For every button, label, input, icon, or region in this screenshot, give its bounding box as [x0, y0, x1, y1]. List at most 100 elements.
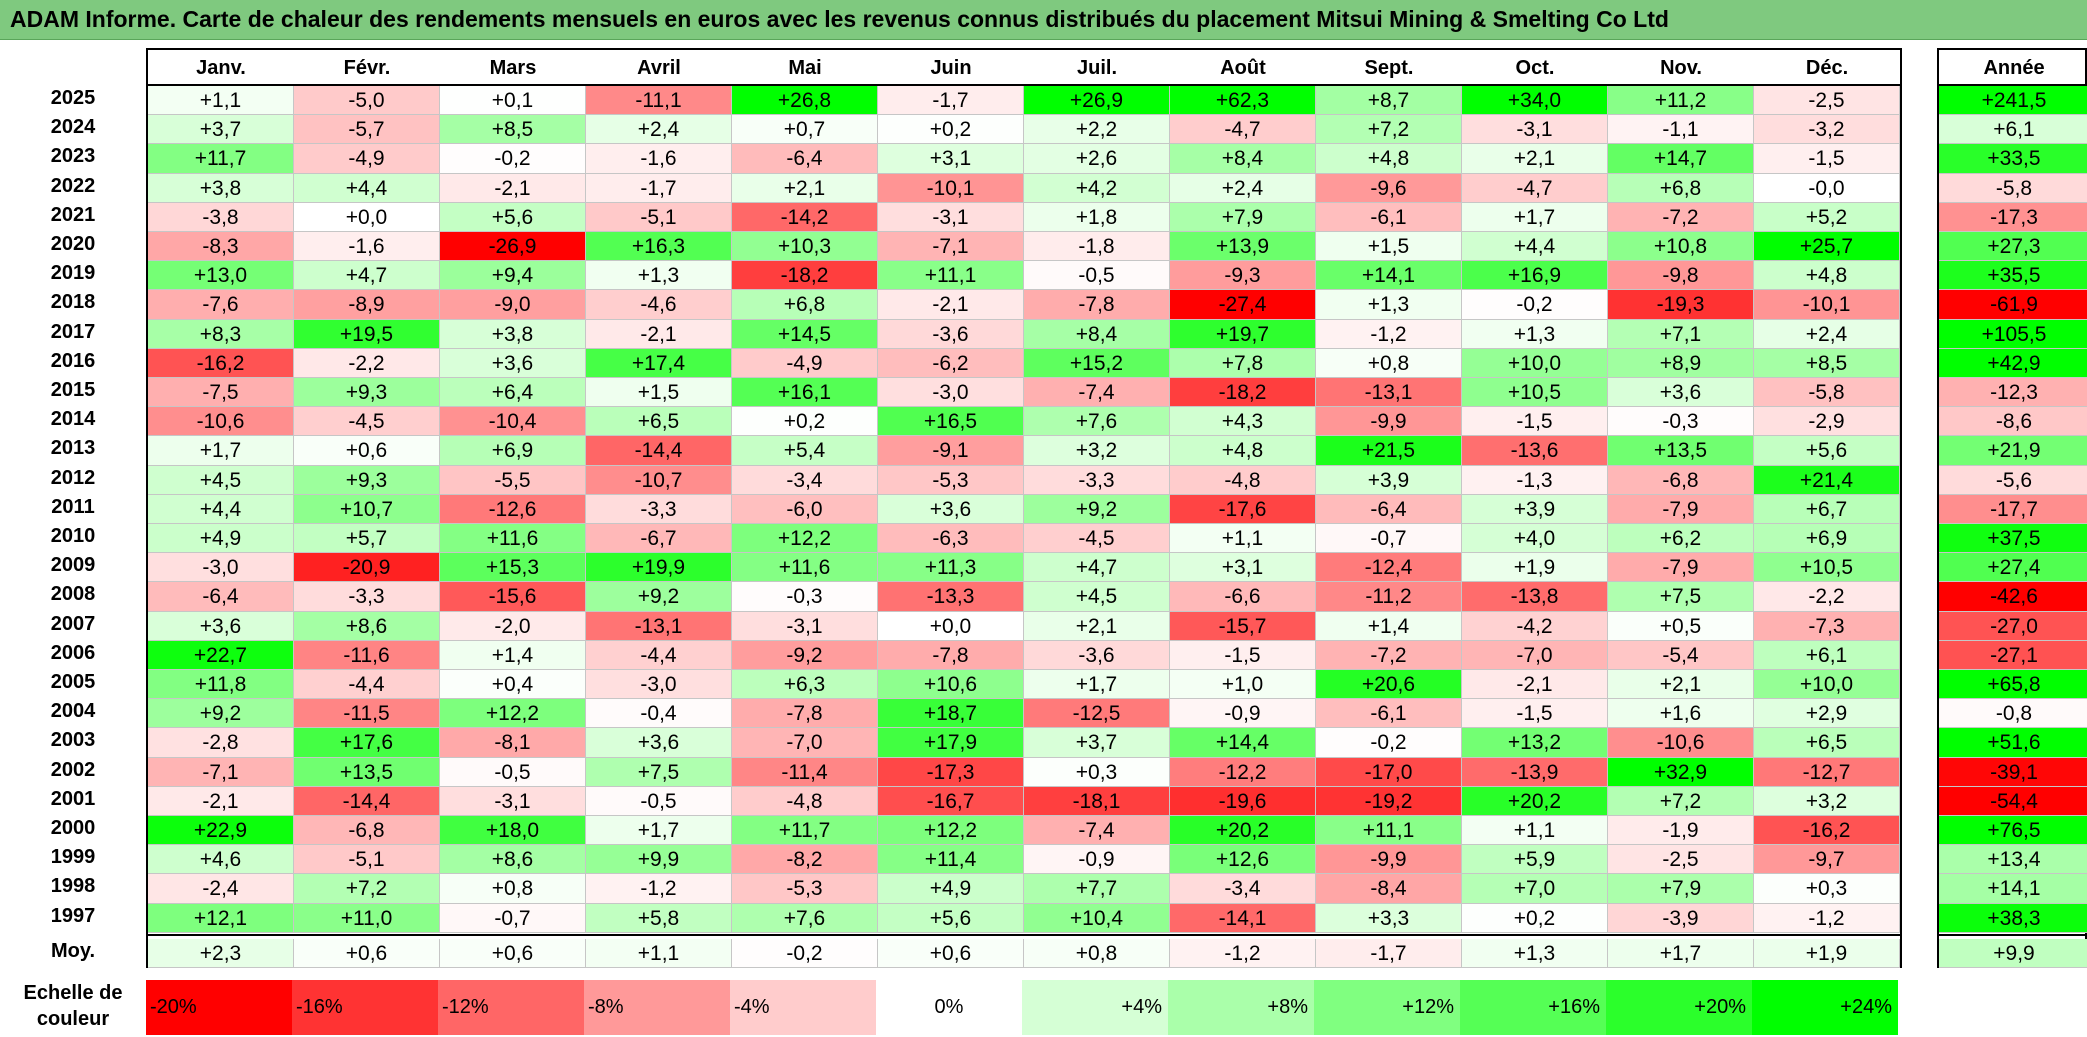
average-cell: -0,2 — [732, 938, 878, 968]
scale-step: +4% — [1022, 980, 1168, 1035]
heatmap-cell: +26,9 — [1024, 86, 1170, 116]
heatmap-cell: +0,3 — [1024, 757, 1170, 787]
heatmap-cell: -7,6 — [148, 290, 294, 320]
heatmap-cell: +4,7 — [1024, 553, 1170, 583]
heatmap-cell: +17,6 — [294, 728, 440, 758]
heatmap-cell: +8,5 — [440, 115, 586, 145]
heatmap-cell: -4,7 — [1462, 173, 1608, 203]
chart-title: ADAM Informe. Carte de chaleur des rende… — [10, 6, 1669, 32]
heatmap-cell: +4,3 — [1170, 407, 1316, 437]
heatmap-cell: +5,6 — [878, 903, 1024, 933]
heatmap-cell: +20,2 — [1462, 786, 1608, 816]
heatmap-cell: -1,5 — [1462, 699, 1608, 729]
average-cell: +1,1 — [586, 938, 732, 968]
heatmap-cell: -1,5 — [1754, 144, 1900, 174]
heatmap-cell: -3,2 — [1754, 115, 1900, 145]
annual-cell: +38,3 — [1939, 903, 2087, 933]
heatmap-cell: +2,6 — [1024, 144, 1170, 174]
heatmap-cell: -0,7 — [440, 903, 586, 933]
heatmap-cell: -3,1 — [732, 611, 878, 641]
heatmap-cell: -2,5 — [1754, 86, 1900, 116]
annual-cell: +6,1 — [1939, 115, 2087, 145]
heatmap-cell: -6,2 — [878, 348, 1024, 378]
heatmap-cell: -2,1 — [148, 786, 294, 816]
heatmap-cell: +8,7 — [1316, 86, 1462, 116]
heatmap-cell: -10,1 — [878, 173, 1024, 203]
heatmap-cell: +1,0 — [1170, 670, 1316, 700]
heatmap-cell: +2,1 — [732, 173, 878, 203]
month-header: Avril — [637, 57, 681, 79]
heatmap-cell: -7,0 — [732, 728, 878, 758]
heatmap-cell: -0,5 — [586, 786, 732, 816]
heatmap-cell: +13,5 — [294, 757, 440, 787]
heatmap-cell: -0,2 — [1316, 728, 1462, 758]
year-label: 2009 — [50, 554, 96, 577]
heatmap-cell: -19,3 — [1608, 290, 1754, 320]
heatmap-cell: +3,1 — [878, 144, 1024, 174]
heatmap-cell: -0,9 — [1024, 845, 1170, 875]
average-cell: +0,6 — [878, 938, 1024, 968]
average-cell: -1,2 — [1170, 938, 1316, 968]
heatmap-cell: -1,5 — [1170, 640, 1316, 670]
heatmap-cell: +10,4 — [1024, 903, 1170, 933]
heatmap-cell: -12,5 — [1024, 699, 1170, 729]
month-header: Nov. — [1660, 57, 1702, 79]
heatmap-cell: -2,9 — [1754, 407, 1900, 437]
heatmap-cell: +0,8 — [440, 874, 586, 904]
heatmap-cell: -7,5 — [148, 378, 294, 408]
year-label: 2016 — [50, 349, 96, 372]
heatmap-cell: +20,2 — [1170, 816, 1316, 846]
heatmap-cell: +12,2 — [440, 699, 586, 729]
heatmap-cell: +11,2 — [1608, 86, 1754, 116]
heatmap-cell: -0,0 — [1754, 173, 1900, 203]
heatmap-cell: +17,4 — [586, 348, 732, 378]
heatmap-cell: +34,0 — [1462, 86, 1608, 116]
heatmap-cell: -15,7 — [1170, 611, 1316, 641]
heatmap-cell: +1,7 — [1024, 670, 1170, 700]
heatmap-cell: +8,3 — [148, 319, 294, 349]
heatmap-cell: +7,7 — [1024, 874, 1170, 904]
heatmap-cell: +21,4 — [1754, 465, 1900, 495]
heatmap-cell: -3,3 — [586, 494, 732, 524]
annual-cell: +33,5 — [1939, 144, 2087, 174]
heatmap-cell: -18,1 — [1024, 786, 1170, 816]
heatmap-cell: -0,3 — [732, 582, 878, 612]
average-cell: +0,6 — [294, 938, 440, 968]
heatmap-cell: +0,3 — [1754, 874, 1900, 904]
heatmap-cell: -7,8 — [1024, 290, 1170, 320]
heatmap-cell: -7,8 — [878, 640, 1024, 670]
heatmap-cell: -4,7 — [1170, 115, 1316, 145]
heatmap-cell: -7,2 — [1608, 202, 1754, 232]
heatmap-cell: -7,3 — [1754, 611, 1900, 641]
annual-cell: +65,8 — [1939, 670, 2087, 700]
heatmap-cell: +1,7 — [148, 436, 294, 466]
heatmap-cell: -6,1 — [1316, 699, 1462, 729]
year-label: 2023 — [50, 145, 96, 168]
heatmap-cell: -11,1 — [586, 86, 732, 116]
heatmap-cell: +62,3 — [1170, 86, 1316, 116]
heatmap-cell: +3,3 — [1316, 903, 1462, 933]
heatmap-cell: +1,6 — [1608, 699, 1754, 729]
heatmap-cell: +1,3 — [1316, 290, 1462, 320]
heatmap-cell: -3,1 — [878, 202, 1024, 232]
heatmap-cell: -3,4 — [732, 465, 878, 495]
annual-cell: -61,9 — [1939, 290, 2087, 320]
heatmap-cell: -14,2 — [732, 202, 878, 232]
month-header: Déc. — [1805, 57, 1849, 79]
heatmap-cell: +6,3 — [732, 670, 878, 700]
year-label: 2006 — [50, 641, 96, 664]
heatmap-cell: +16,1 — [732, 378, 878, 408]
heatmap-cell: +14,5 — [732, 319, 878, 349]
heatmap-cell: -17,6 — [1170, 494, 1316, 524]
heatmap-cell: +3,7 — [1024, 728, 1170, 758]
heatmap-cell: -5,7 — [294, 115, 440, 145]
heatmap-cell: +16,3 — [586, 232, 732, 262]
heatmap-cell: +2,1 — [1608, 670, 1754, 700]
heatmap-cell: +11,1 — [878, 261, 1024, 291]
heatmap-cell: -10,4 — [440, 407, 586, 437]
annual-cell: -12,3 — [1939, 378, 2087, 408]
annual-cell: -0,8 — [1939, 699, 2087, 729]
annual-cell: -27,0 — [1939, 611, 2087, 641]
heatmap-cell: +3,6 — [878, 494, 1024, 524]
year-label: 1997 — [50, 904, 96, 927]
